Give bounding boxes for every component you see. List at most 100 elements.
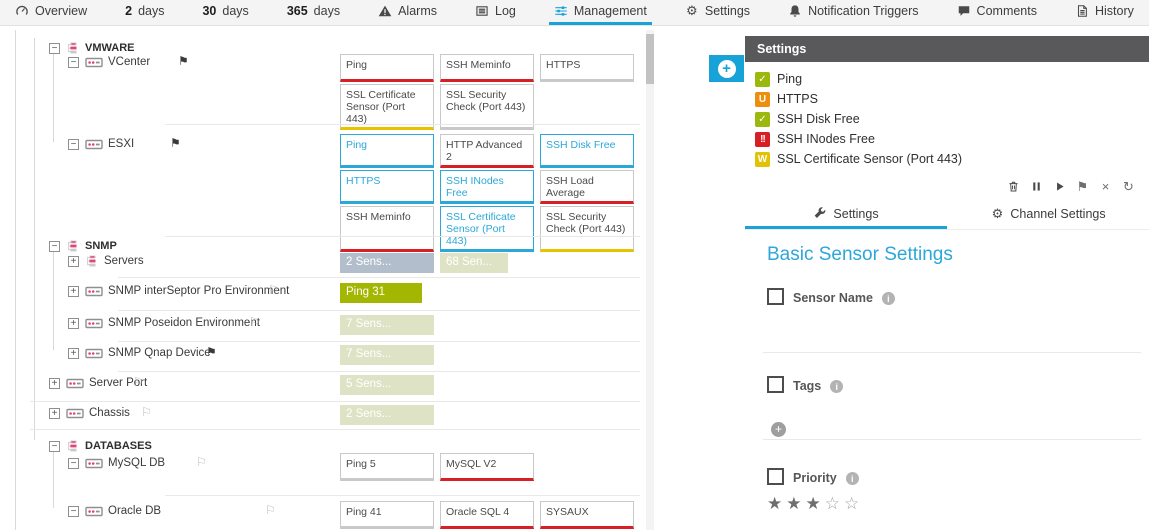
device-label[interactable]: Oracle DB: [108, 505, 162, 517]
sensor-grid-esxi: Ping HTTP Advanced 2 SSH Disk Free HTTPS SSH…: [340, 134, 634, 252]
priority-star[interactable]: ★: [805, 494, 825, 513]
sensor-box[interactable]: SSL Certificate Sensor (Port 443): [340, 84, 434, 130]
add-sensor-button[interactable]: +: [709, 55, 744, 82]
sensor-box[interactable]: SSL Security Check (Port 443): [440, 84, 534, 130]
pause-button[interactable]: [1030, 180, 1043, 193]
sensor-box[interactable]: SSH INodes Free: [440, 170, 534, 204]
collapse-toggle[interactable]: −: [68, 505, 79, 517]
collapse-toggle[interactable]: −: [49, 440, 60, 452]
expand-toggle[interactable]: +: [68, 347, 79, 359]
sensor-name-checkbox[interactable]: [767, 288, 784, 305]
nav-tab-label: Alarms: [398, 4, 437, 18]
trash-button[interactable]: [1007, 180, 1020, 193]
expand-toggle[interactable]: +: [49, 377, 60, 389]
tree-scrollbar[interactable]: [646, 30, 654, 530]
sensor-box[interactable]: Ping: [340, 134, 434, 168]
flag-icon[interactable]: ⚑: [206, 345, 217, 359]
nav-tab-alarms[interactable]: Alarms: [373, 0, 442, 25]
device-label[interactable]: Chassis: [89, 407, 130, 419]
sensor-box[interactable]: Ping: [340, 54, 434, 82]
sensor-box[interactable]: HTTPS: [340, 170, 434, 204]
nav-tab-2-days[interactable]: 2 days: [120, 0, 169, 25]
sensor-box[interactable]: SSH Load Average: [540, 170, 634, 204]
group-label[interactable]: VMWARE: [85, 42, 135, 54]
sensor-box[interactable]: SSL Security Check (Port 443): [540, 206, 634, 252]
flag-button[interactable]: ⚑: [1076, 179, 1089, 193]
expand-toggle[interactable]: +: [49, 407, 60, 419]
sensor-count-badge[interactable]: 68 Sen...: [440, 253, 508, 273]
flag-icon[interactable]: ⚐: [141, 405, 152, 419]
priority-star[interactable]: ☆: [824, 494, 844, 513]
tab-channel-settings[interactable]: ⚙ Channel Settings: [947, 202, 1149, 229]
device-label[interactable]: MySQL DB: [108, 457, 166, 469]
sensor-count-badge[interactable]: 5 Sens...: [340, 375, 434, 395]
expand-toggle[interactable]: +: [68, 317, 79, 329]
sensor-box[interactable]: SSH Meminfo: [440, 54, 534, 82]
add-tag-button[interactable]: +: [771, 422, 786, 437]
device-label[interactable]: SNMP Qnap Device: [108, 347, 211, 359]
flag-icon[interactable]: ⚐: [133, 375, 144, 389]
priority-star[interactable]: ★: [786, 494, 806, 513]
flag-icon[interactable]: ⚐: [249, 315, 260, 329]
group-label[interactable]: Servers: [104, 255, 144, 267]
nav-tab-notification-triggers[interactable]: Notification Triggers: [783, 0, 923, 25]
nav-tab-management[interactable]: Management: [548, 0, 652, 25]
sensor-box[interactable]: SSH Meminfo: [340, 206, 434, 252]
sensor-box[interactable]: Ping 5: [340, 453, 434, 481]
sensor-box[interactable]: SYSAUX: [540, 501, 634, 529]
nav-tab-overview[interactable]: Overview: [10, 0, 92, 25]
sensor-box[interactable]: HTTPS: [540, 54, 634, 82]
collapse-toggle[interactable]: −: [49, 42, 60, 54]
expand-toggle[interactable]: +: [68, 255, 79, 267]
sensor-box[interactable]: Ping 41: [340, 501, 434, 529]
device-label[interactable]: SNMP Poseidon Environment: [108, 317, 260, 329]
flag-icon[interactable]: ⚐: [265, 503, 276, 517]
nav-tab-comments[interactable]: Comments: [952, 0, 1042, 25]
device-label[interactable]: SNMP interSeptor Pro Environment: [108, 285, 290, 297]
device-label[interactable]: ESXI: [108, 138, 135, 150]
flag-icon[interactable]: ⚑: [178, 54, 189, 68]
nav-tab-30-days[interactable]: 30 days: [197, 0, 253, 25]
priority-star[interactable]: ★: [767, 494, 787, 513]
collapse-toggle[interactable]: −: [68, 138, 79, 150]
nav-tab-history[interactable]: History: [1070, 0, 1139, 25]
info-icon[interactable]: i: [881, 292, 895, 305]
group-label[interactable]: SNMP: [85, 240, 117, 252]
info-icon[interactable]: i: [830, 380, 844, 393]
tab-settings[interactable]: Settings: [745, 202, 947, 229]
priority-checkbox[interactable]: [767, 468, 784, 485]
play-button[interactable]: [1053, 180, 1066, 193]
nav-tab-settings[interactable]: ⚙ Settings: [680, 0, 755, 25]
sensor-count-badge[interactable]: Ping 31: [340, 283, 422, 303]
flag-icon[interactable]: ⚐: [196, 455, 207, 469]
collapse-toggle[interactable]: −: [49, 240, 60, 252]
flag-icon[interactable]: ⚑: [170, 136, 181, 150]
flag-icon[interactable]: ⚐: [268, 283, 279, 297]
sensor-box[interactable]: MySQL V2: [440, 453, 534, 481]
sensor-count-badge[interactable]: 2 Sens...: [340, 405, 434, 425]
tags-checkbox[interactable]: [767, 376, 784, 393]
sensor-box[interactable]: SSH Disk Free: [540, 134, 634, 168]
device-icon: [85, 347, 103, 360]
collapse-toggle[interactable]: −: [68, 457, 79, 469]
close-button[interactable]: ×: [1099, 179, 1112, 193]
nav-tab-log[interactable]: Log: [470, 0, 521, 25]
sensor-toolbar: ⚑ × ↻: [1007, 179, 1135, 193]
expand-toggle[interactable]: +: [68, 285, 79, 297]
priority-star[interactable]: ☆: [844, 494, 864, 513]
nav-tab-365-days[interactable]: 365 days: [282, 0, 345, 25]
trash-icon: [1007, 180, 1020, 193]
device-label[interactable]: Server Port: [89, 377, 148, 389]
info-icon[interactable]: i: [845, 472, 859, 485]
refresh-button[interactable]: ↻: [1122, 179, 1135, 193]
tree-scrollbar-thumb[interactable]: [646, 34, 654, 84]
sensor-box[interactable]: SSL Certificate Sensor (Port 443): [440, 206, 534, 252]
sensor-count-badge[interactable]: 7 Sens...: [340, 345, 434, 365]
collapse-toggle[interactable]: −: [68, 56, 79, 68]
sensor-box[interactable]: HTTP Advanced 2: [440, 134, 534, 168]
sensor-count-badge[interactable]: 2 Sens...: [340, 253, 434, 273]
sensor-count-badge[interactable]: 7 Sens...: [340, 315, 434, 335]
group-label[interactable]: DATABASES: [85, 440, 152, 452]
device-label[interactable]: VCenter: [108, 56, 151, 68]
sensor-box[interactable]: Oracle SQL 4: [440, 501, 534, 529]
